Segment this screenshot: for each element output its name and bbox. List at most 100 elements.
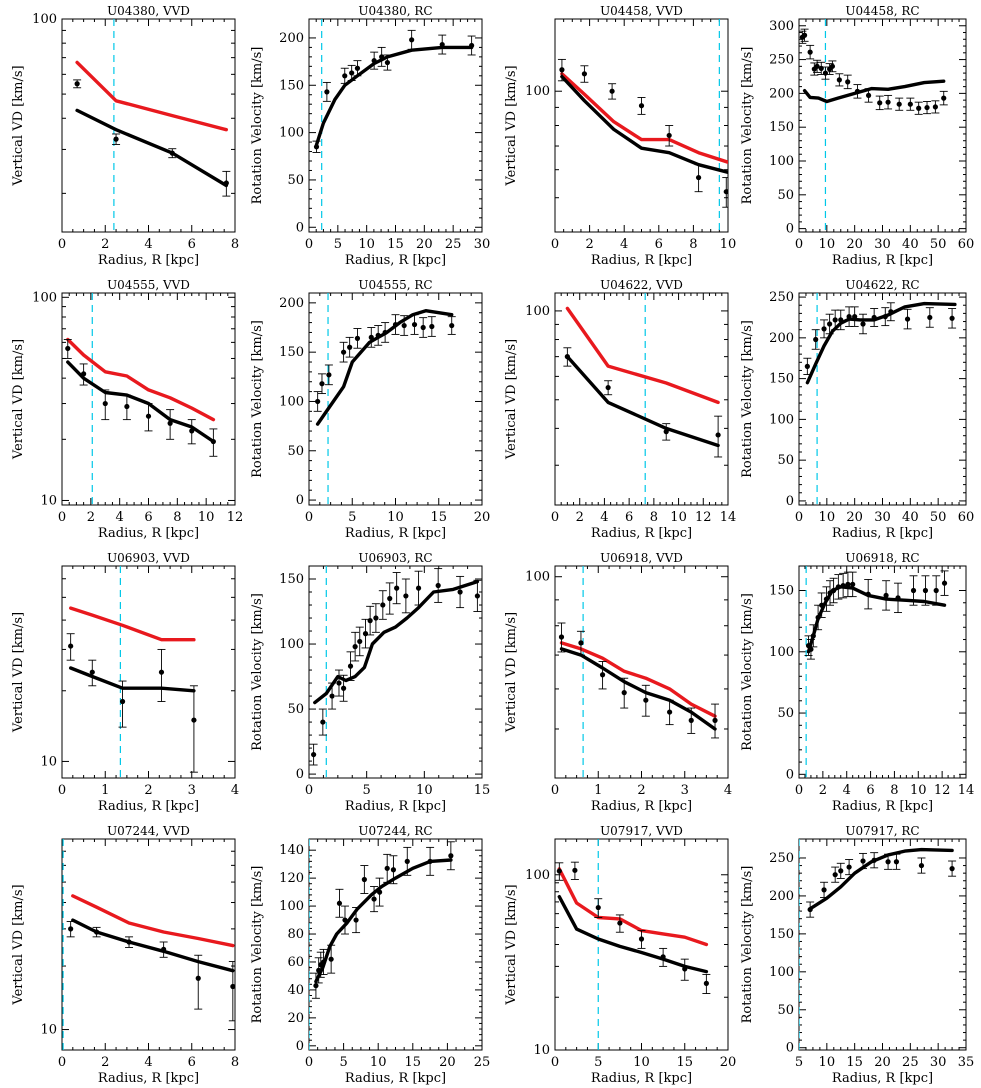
chart-panel: 0 5 10 15 20 25 30 0 50 100 150 200 U04380, RC Radius… (250, 4, 490, 268)
x-tick-label: 6 (866, 783, 874, 798)
y-tick-label: 200 (279, 296, 304, 311)
data-point (319, 381, 325, 387)
y-tick-label: 0 (296, 767, 304, 782)
data-point (341, 349, 347, 355)
y-tick-label: 10 (40, 754, 57, 769)
data-point (401, 322, 407, 329)
data-point (822, 70, 829, 76)
y-tick-label: 100 (769, 645, 794, 660)
data-point (924, 104, 930, 111)
x-tick-label: 8 (231, 1055, 239, 1070)
x-tick-label: 10 (819, 510, 836, 525)
data-point (74, 81, 80, 87)
x-tick-label: 12 (934, 783, 951, 798)
data-point (860, 321, 866, 327)
x-tick-label: 15 (405, 1055, 422, 1070)
x-tick-label: 15 (474, 783, 491, 798)
data-point (384, 865, 390, 871)
plot-frame (554, 565, 729, 779)
chart-panel: 0 2 4 6 8 10 U07244, VVD Radius, R [kpc] Vertica… (11, 824, 239, 1086)
black-model-line (560, 74, 728, 175)
panel-title: U06918, VVD (600, 551, 683, 565)
data-point (949, 315, 955, 321)
x-tick-label: 10 (387, 510, 404, 525)
y-tick-label: 300 (769, 19, 794, 34)
y-tick-label: 250 (769, 290, 794, 305)
y-tick-label: 100 (769, 154, 794, 169)
data-point (821, 326, 827, 332)
plot-frame (308, 565, 483, 779)
y-tick-label: 80 (287, 927, 304, 942)
plot-frame (61, 565, 236, 779)
y-axis-label: Vertical VD [km/s] (504, 612, 519, 733)
data-point (68, 926, 74, 932)
x-tick-label: 0 (551, 783, 559, 798)
x-tick-label: 25 (902, 1055, 919, 1070)
data-point (829, 63, 836, 69)
chart-panel: 0 2 4 6 8 10 12 14 0 50 100 150 U06918, RC Radius, R … (740, 551, 974, 814)
plot-area (799, 839, 957, 1050)
black-model-line (75, 108, 229, 188)
data-point (845, 79, 851, 85)
x-tick-label: 12 (695, 510, 712, 525)
plot-area (555, 839, 711, 1050)
data-point (367, 618, 373, 624)
data-point (712, 717, 718, 723)
x-tick-label: 10 (720, 237, 737, 252)
data-point (119, 698, 126, 705)
data-point (161, 946, 167, 952)
y-tick-label: 150 (769, 120, 794, 135)
data-point (435, 582, 441, 589)
data-point (354, 65, 361, 71)
data-point (910, 587, 917, 594)
x-tick-label: 0 (305, 237, 313, 252)
data-point (836, 77, 842, 83)
x-axis-label: Radius, R [kpc] (98, 1071, 199, 1086)
data-point (427, 858, 433, 864)
x-tick-label: 2 (637, 783, 645, 798)
data-point (638, 103, 645, 109)
data-point (840, 583, 846, 589)
y-tick-label: 100 (525, 304, 550, 319)
data-point (949, 866, 955, 872)
panel-title: U06918, RC (845, 551, 919, 565)
data-point (832, 317, 838, 323)
y-tick-label: 50 (287, 173, 304, 188)
y-tick-label: 200 (769, 889, 794, 904)
data-point (801, 32, 808, 38)
y-tick-label: 0 (296, 493, 304, 508)
x-tick-label: 0 (795, 510, 803, 525)
x-tick-label: 0 (305, 1055, 313, 1070)
x-tick-label: 15 (387, 237, 404, 252)
y-axis-label: Rotation Velocity [km/s] (740, 47, 755, 205)
data-point (316, 967, 322, 973)
x-tick-label: 0 (58, 783, 66, 798)
x-tick-label: 1 (594, 783, 602, 798)
x-tick-label: 5 (339, 1055, 347, 1070)
data-point (439, 41, 445, 48)
x-tick-label: 15 (846, 1055, 863, 1070)
data-point (605, 384, 611, 391)
panel-title: U07917, VVD (600, 824, 683, 838)
data-point (457, 589, 463, 595)
black-model-line (314, 45, 474, 147)
data-point (893, 859, 900, 865)
y-axis-label: Vertical VD [km/s] (504, 65, 519, 186)
data-point (329, 693, 335, 699)
data-point (827, 321, 833, 327)
red-model-line (565, 306, 720, 405)
data-point (877, 100, 883, 106)
x-tick-label: 0 (305, 783, 313, 798)
x-tick-label: 2 (576, 510, 584, 525)
data-point (313, 144, 320, 150)
red-model-line (68, 606, 196, 642)
chart-panel: 0 1 2 3 4 100 U06918, VVD Radius, R [kpc] Vertic… (504, 551, 732, 814)
plot-area (66, 566, 198, 778)
data-point (223, 180, 229, 186)
x-tick-label: 2 (101, 1055, 109, 1070)
data-point (448, 853, 454, 859)
y-tick-label: 250 (769, 53, 794, 68)
plot-area (803, 293, 957, 505)
y-tick-label: 150 (769, 927, 794, 942)
y-tick-label: 0 (786, 494, 794, 509)
